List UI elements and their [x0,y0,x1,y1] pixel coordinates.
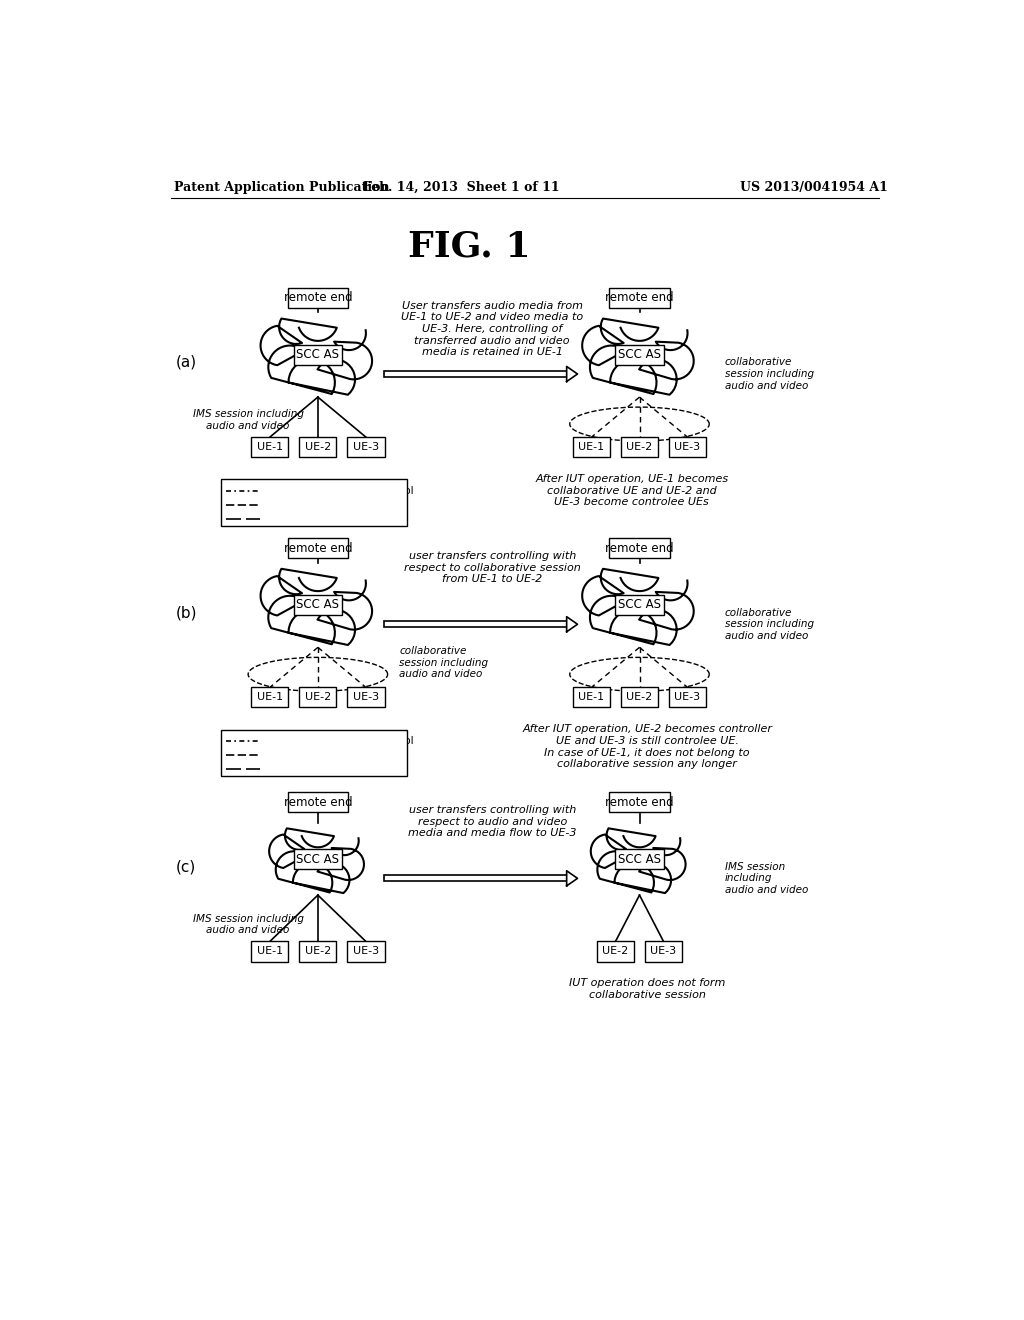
FancyBboxPatch shape [251,437,289,457]
Text: (a): (a) [175,355,197,370]
Text: SCC AS: SCC AS [618,853,662,866]
Text: remote end: remote end [284,292,352,305]
Text: UE-1: UE-1 [257,946,283,957]
Text: user transfers controlling with
respect to collaborative session
from UE-1 to UE: user transfers controlling with respect … [403,552,581,585]
Text: After IUT operation, UE-2 becomes controller
UE and UE-3 is still controlee UE.
: After IUT operation, UE-2 becomes contro… [522,725,772,770]
FancyBboxPatch shape [299,941,337,961]
Text: UE-1: UE-1 [579,693,604,702]
FancyBboxPatch shape [299,688,337,708]
Polygon shape [269,829,364,894]
Text: IMS session including
audio and video: IMS session including audio and video [193,913,304,936]
Text: video media control: video media control [264,764,369,774]
FancyBboxPatch shape [294,849,342,869]
Text: IUT operation does not form
collaborative session: IUT operation does not form collaborativ… [569,978,725,1001]
FancyBboxPatch shape [572,437,610,457]
Text: audio media control: audio media control [264,750,369,760]
FancyBboxPatch shape [615,595,664,615]
Text: (b): (b) [175,605,197,620]
FancyBboxPatch shape [347,941,385,961]
FancyBboxPatch shape [609,288,670,308]
Text: UE-2: UE-2 [627,442,652,453]
Text: collaborative
session including
audio and video: collaborative session including audio an… [725,607,814,640]
FancyBboxPatch shape [572,688,610,708]
FancyBboxPatch shape [669,688,707,708]
FancyBboxPatch shape [221,730,407,776]
FancyBboxPatch shape [609,792,670,812]
FancyBboxPatch shape [251,688,289,708]
Polygon shape [566,616,578,632]
Text: SCC AS: SCC AS [618,348,662,362]
Text: collaborative
session including
audio and video: collaborative session including audio an… [399,647,488,680]
FancyBboxPatch shape [251,941,289,961]
FancyBboxPatch shape [288,792,348,812]
Text: SCC AS: SCC AS [618,598,662,611]
FancyBboxPatch shape [294,345,342,364]
Text: UE-3: UE-3 [675,693,700,702]
Text: UE-2: UE-2 [305,693,331,702]
Text: IMS session including
audio and video: IMS session including audio and video [193,409,304,432]
FancyBboxPatch shape [294,595,342,615]
Text: SCC AS: SCC AS [296,598,339,611]
FancyBboxPatch shape [299,437,337,457]
Text: UE-1: UE-1 [257,442,283,453]
Text: SCC AS: SCC AS [296,348,339,362]
Text: User transfers audio media from
UE-1 to UE-2 and video media to
UE-3. Here, cont: User transfers audio media from UE-1 to … [401,301,584,358]
FancyBboxPatch shape [384,875,566,882]
Text: remote end: remote end [284,541,352,554]
FancyBboxPatch shape [645,941,682,961]
FancyBboxPatch shape [288,539,348,558]
FancyBboxPatch shape [288,288,348,308]
Text: collaborative
session including
audio and video: collaborative session including audio an… [725,358,814,391]
Text: US 2013/0041954 A1: US 2013/0041954 A1 [739,181,888,194]
Polygon shape [583,318,693,395]
Text: UE-2: UE-2 [305,442,331,453]
Polygon shape [566,367,578,381]
FancyBboxPatch shape [621,688,658,708]
Text: UE-3: UE-3 [353,442,379,453]
FancyBboxPatch shape [384,622,566,627]
Polygon shape [591,829,686,894]
FancyBboxPatch shape [615,345,664,364]
Text: Feb. 14, 2013  Sheet 1 of 11: Feb. 14, 2013 Sheet 1 of 11 [362,181,559,194]
Text: collaborative session control: collaborative session control [264,486,414,496]
Text: UE-2: UE-2 [602,946,629,957]
Text: remote end: remote end [605,292,674,305]
FancyBboxPatch shape [221,479,407,525]
Text: IMS session
including
audio and video: IMS session including audio and video [725,862,808,895]
FancyBboxPatch shape [669,437,707,457]
Text: UE-3: UE-3 [353,693,379,702]
Text: remote end: remote end [284,796,352,809]
Text: UE-3: UE-3 [650,946,677,957]
Text: UE-3: UE-3 [675,442,700,453]
Text: remote end: remote end [605,541,674,554]
Text: collaborative session control: collaborative session control [264,737,414,746]
Text: UE-2: UE-2 [627,693,652,702]
Polygon shape [260,569,372,645]
Polygon shape [260,318,372,395]
FancyBboxPatch shape [621,437,658,457]
Text: Patent Application Publication: Patent Application Publication [174,181,390,194]
Text: audio media control: audio media control [264,500,369,510]
Text: SCC AS: SCC AS [296,853,339,866]
Text: remote end: remote end [605,796,674,809]
FancyBboxPatch shape [597,941,634,961]
FancyBboxPatch shape [609,539,670,558]
FancyBboxPatch shape [615,849,664,869]
Text: UE-3: UE-3 [353,946,379,957]
Text: UE-2: UE-2 [305,946,331,957]
FancyBboxPatch shape [347,688,385,708]
Text: video media control: video media control [264,513,369,524]
Text: (c): (c) [176,859,197,874]
Text: FIG. 1: FIG. 1 [408,230,530,264]
FancyBboxPatch shape [347,437,385,457]
Polygon shape [583,569,693,645]
Polygon shape [566,871,578,886]
Text: user transfers controlling with
respect to audio and video
media and media flow : user transfers controlling with respect … [408,805,577,838]
Text: UE-1: UE-1 [579,442,604,453]
Text: UE-1: UE-1 [257,693,283,702]
FancyBboxPatch shape [384,371,566,378]
Text: After IUT operation, UE-1 becomes
collaborative UE and UE-2 and
UE-3 become cont: After IUT operation, UE-1 becomes collab… [536,474,728,507]
